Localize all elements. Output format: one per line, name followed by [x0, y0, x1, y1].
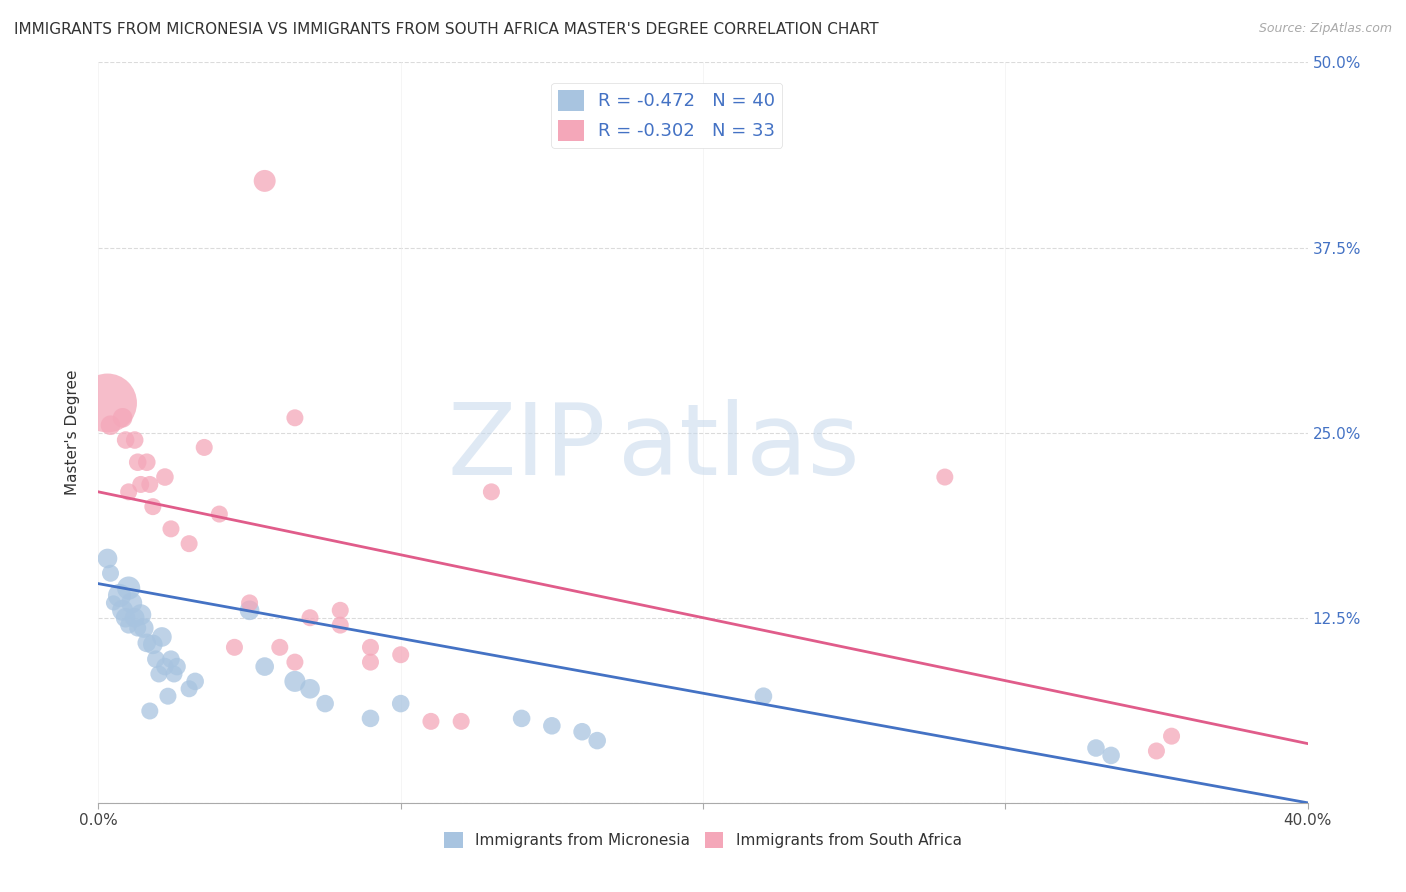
Point [329, 618, 352, 632]
Text: atlas: atlas [619, 399, 860, 496]
Point [239, 596, 262, 610]
Point [135, 636, 157, 650]
Point [124, 433, 146, 447]
Point [299, 681, 322, 696]
Point [132, 621, 155, 635]
Point [150, 630, 173, 644]
Point [299, 610, 322, 624]
Point [193, 441, 215, 455]
Point [179, 536, 201, 550]
Point [934, 470, 956, 484]
Point [127, 455, 149, 469]
Text: IMMIGRANTS FROM MICRONESIA VS IMMIGRANTS FROM SOUTH AFRICA MASTER'S DEGREE CORRE: IMMIGRANTS FROM MICRONESIA VS IMMIGRANTS… [14, 22, 879, 37]
Point [389, 697, 412, 711]
Point [121, 596, 143, 610]
Point [163, 667, 186, 681]
Point [166, 659, 188, 673]
Y-axis label: Master's Degree: Master's Degree [65, 370, 80, 495]
Point [284, 655, 307, 669]
Text: ZIP: ZIP [449, 399, 606, 496]
Point [118, 581, 141, 595]
Point [114, 433, 136, 447]
Point [153, 659, 176, 673]
Point [314, 697, 336, 711]
Point [1085, 741, 1108, 756]
Point [127, 621, 149, 635]
Point [450, 714, 472, 729]
Point [208, 507, 231, 521]
Point [129, 607, 152, 622]
Point [118, 484, 141, 499]
Point [239, 603, 262, 617]
Point [1144, 744, 1167, 758]
Point [184, 674, 207, 689]
Point [103, 596, 125, 610]
Point [142, 500, 165, 514]
Point [148, 667, 170, 681]
Point [253, 174, 276, 188]
Point [481, 484, 503, 499]
Point [114, 610, 136, 624]
Point [142, 637, 165, 651]
Point [329, 603, 352, 617]
Point [269, 640, 291, 655]
Point [145, 652, 167, 666]
Point [284, 674, 307, 689]
Legend: R = -0.472   N = 40, R = -0.302   N = 33: R = -0.472 N = 40, R = -0.302 N = 33 [551, 83, 782, 148]
Point [360, 711, 382, 725]
Point [129, 477, 152, 491]
Point [153, 470, 176, 484]
Point [586, 733, 609, 747]
Point [118, 618, 141, 632]
Point [111, 603, 134, 617]
Point [253, 659, 276, 673]
Point [139, 477, 162, 491]
Point [510, 711, 533, 725]
Point [389, 648, 412, 662]
Point [752, 689, 775, 703]
Point [179, 681, 201, 696]
Point [111, 410, 134, 425]
Point [108, 589, 131, 603]
Point [420, 714, 443, 729]
Point [1099, 748, 1122, 763]
Point [156, 689, 179, 703]
Point [284, 410, 307, 425]
Point [360, 655, 382, 669]
Point [96, 551, 118, 566]
Point [124, 610, 146, 624]
Point [100, 418, 122, 433]
Point [224, 640, 246, 655]
Point [96, 396, 118, 410]
Point [135, 455, 157, 469]
Point [160, 652, 183, 666]
Point [540, 719, 562, 733]
Point [571, 724, 593, 739]
Point [160, 522, 183, 536]
Point [360, 640, 382, 655]
Point [139, 704, 162, 718]
Point [100, 566, 122, 581]
Text: Source: ZipAtlas.com: Source: ZipAtlas.com [1258, 22, 1392, 36]
Point [1160, 729, 1182, 743]
